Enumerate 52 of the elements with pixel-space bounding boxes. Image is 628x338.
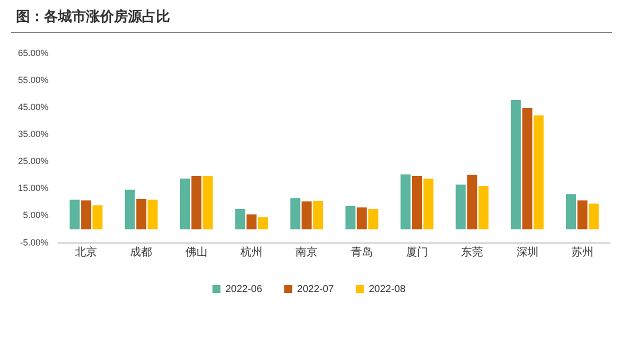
x-tick-label: 北京 bbox=[75, 245, 98, 258]
y-tick-label: 65.00% bbox=[18, 48, 49, 58]
bar bbox=[70, 200, 80, 230]
bar bbox=[345, 206, 356, 230]
bar bbox=[467, 174, 478, 230]
y-tick-label: 35.00% bbox=[18, 129, 49, 140]
bar bbox=[302, 201, 312, 230]
x-tick-label: 青岛 bbox=[350, 245, 373, 258]
y-tick-label: 55.00% bbox=[18, 74, 49, 85]
y-tick-label: -5.00% bbox=[20, 237, 49, 248]
x-tick-label: 深圳 bbox=[516, 245, 538, 258]
x-tick-label: 成都 bbox=[130, 245, 152, 258]
x-tick-label: 厦门 bbox=[406, 245, 428, 258]
bar bbox=[478, 186, 489, 230]
bar bbox=[577, 200, 588, 230]
y-tick-label: 5.00% bbox=[22, 210, 49, 220]
legend-label: 2022-07 bbox=[297, 284, 334, 295]
y-tick-label: 15.00% bbox=[18, 183, 49, 194]
bar bbox=[588, 204, 599, 230]
bar bbox=[202, 176, 213, 230]
chart-title: 图：各城市涨价房源占比 bbox=[16, 8, 170, 26]
bar bbox=[124, 190, 135, 230]
bar bbox=[81, 200, 92, 230]
bar bbox=[235, 208, 246, 230]
bar bbox=[180, 178, 190, 230]
bar bbox=[148, 200, 158, 230]
legend-label: 2022-06 bbox=[225, 284, 263, 295]
bar bbox=[400, 174, 411, 230]
bar bbox=[566, 194, 576, 230]
y-tick-label: 25.00% bbox=[18, 156, 49, 166]
bar bbox=[456, 184, 466, 230]
x-tick-label: 苏州 bbox=[571, 245, 594, 258]
bar bbox=[191, 176, 202, 230]
bar bbox=[368, 208, 378, 230]
bar bbox=[246, 214, 257, 230]
x-tick-label: 南京 bbox=[296, 245, 318, 258]
bar bbox=[92, 205, 103, 230]
legend-label: 2022-08 bbox=[368, 284, 406, 295]
x-tick-label: 杭州 bbox=[240, 245, 263, 258]
x-tick-label: 佛山 bbox=[185, 245, 208, 258]
bar bbox=[258, 217, 268, 230]
bar bbox=[522, 108, 532, 230]
bar bbox=[136, 198, 146, 230]
x-tick-label: 东莞 bbox=[461, 245, 484, 258]
bar bbox=[423, 178, 434, 230]
bar bbox=[356, 207, 367, 230]
bar bbox=[313, 200, 324, 230]
y-tick-label: 45.00% bbox=[18, 102, 49, 112]
bar bbox=[412, 176, 422, 230]
bar bbox=[290, 198, 300, 230]
bar bbox=[510, 100, 521, 230]
bar bbox=[534, 115, 544, 230]
